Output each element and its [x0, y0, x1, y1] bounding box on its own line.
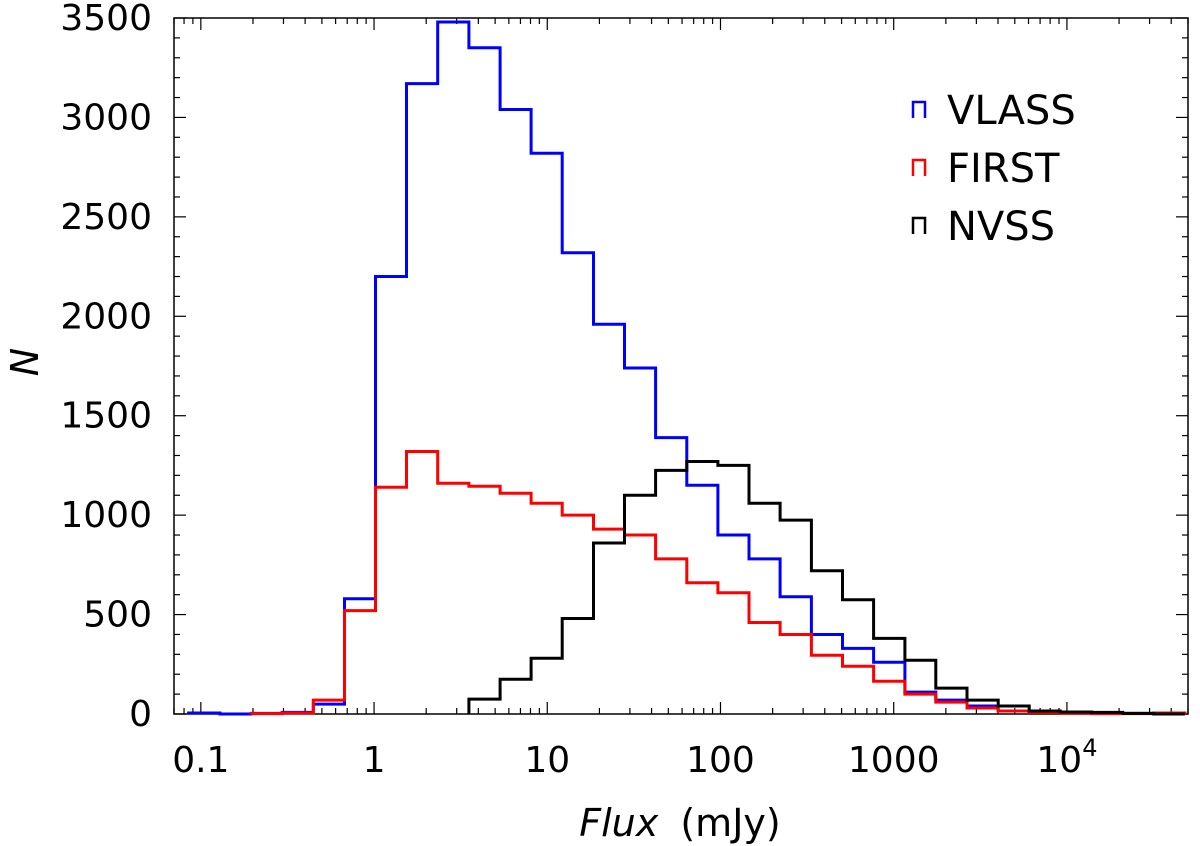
y-tick-label: 0 — [129, 694, 152, 735]
legend-swatch-nvss — [911, 216, 927, 234]
legend-label-nvss: NVSS — [947, 204, 1055, 250]
axis-ticks — [173, 17, 1189, 715]
y-tick-label: 500 — [83, 595, 152, 636]
series-line-nvss — [467, 460, 1185, 716]
x-tick-label: 1000 — [848, 740, 940, 781]
x-tick-label: 1 — [363, 740, 386, 781]
x-axis-title: Flux (mJy) — [579, 801, 780, 845]
y-tick-label: 2500 — [60, 197, 152, 238]
y-tick-label: 1500 — [60, 396, 152, 437]
histogram-series — [187, 20, 1187, 716]
x-axis-title-main: Flux — [579, 801, 658, 845]
x-tick-label: 104 — [1036, 734, 1097, 781]
x-tick-label: 100 — [686, 740, 755, 781]
y-tick-labels: 0 500 1000 1500 2000 2500 3000 3500 — [60, 0, 152, 735]
plot-frame — [173, 17, 1189, 715]
x-tick-label: 10 — [524, 740, 570, 781]
x-tick-labels: 0.1 1 10 100 1000 104 — [172, 734, 1097, 781]
y-axis-title: N — [3, 348, 47, 376]
y-tick-label: 2000 — [60, 296, 152, 337]
legend-label-vlass: VLASS — [947, 88, 1076, 134]
x-axis-title-unit: (mJy) — [680, 801, 780, 845]
legend: VLASS FIRST NVSS — [911, 88, 1076, 250]
y-tick-label: 3000 — [60, 97, 152, 138]
legend-swatch-vlass — [911, 100, 927, 118]
y-tick-label: 1000 — [60, 495, 152, 536]
legend-swatch-first — [911, 158, 927, 176]
x-tick-label: 0.1 — [172, 740, 229, 781]
legend-label-first: FIRST — [947, 146, 1060, 192]
y-tick-label: 3500 — [60, 0, 152, 39]
